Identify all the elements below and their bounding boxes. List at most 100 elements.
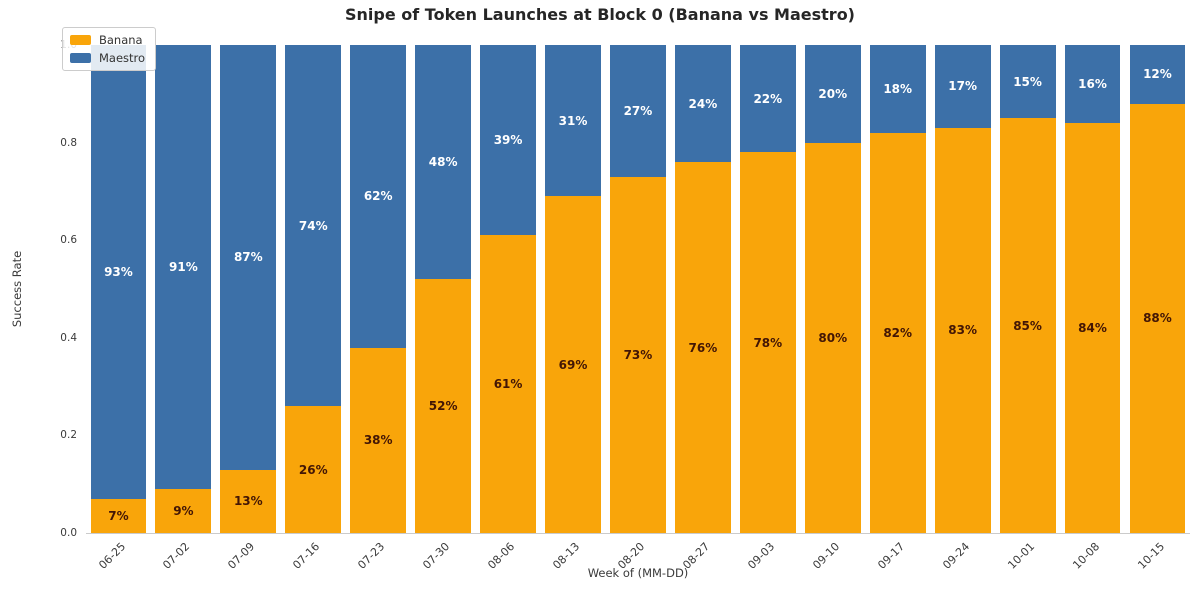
bar-slot: 31% 69% 08-13: [541, 45, 606, 572]
y-tick-label: 0.4: [60, 331, 77, 344]
bar-slot: 16% 84% 10-08: [1060, 45, 1125, 572]
bar-value-label: 82%: [883, 325, 913, 340]
stacked-bar: 31% 69%: [545, 45, 601, 533]
bar-value-label: 26%: [298, 462, 328, 477]
y-axis-label: Success Rate: [10, 250, 24, 328]
bar-value-label: 39%: [493, 133, 523, 148]
bar-value-label: 20%: [818, 86, 848, 101]
stacked-bar: 15% 85%: [999, 45, 1056, 533]
stacked-bar: 22% 78%: [739, 45, 796, 533]
bar-value-label: 12%: [1143, 67, 1172, 82]
stacked-bar: 12% 88%: [1129, 45, 1186, 533]
stacked-bar: 18% 82%: [869, 45, 926, 533]
bar-segment-banana: 82%: [869, 132, 926, 533]
stacked-bar: 93% 7%: [90, 45, 147, 533]
bar-value-label: 87%: [233, 250, 263, 265]
stacked-bar: 91% 9%: [155, 45, 212, 533]
stacked-bar: 24% 76%: [674, 45, 731, 533]
bar-value-label: 16%: [1078, 77, 1107, 92]
bar-segment-banana: 85%: [999, 118, 1056, 533]
bar-segment-banana: 78%: [739, 152, 796, 533]
bar-value-label: 74%: [298, 218, 328, 233]
bar-segment-maestro: 17%: [934, 45, 991, 128]
y-tick-label: 0.6: [60, 234, 77, 247]
stacked-bar: 17% 83%: [934, 45, 991, 533]
bar-segment-maestro: 93%: [90, 45, 147, 499]
x-axis-label: Week of (MM-DD): [587, 566, 689, 580]
bar-slot: 27% 73% 08-20: [606, 45, 671, 572]
bar-value-label: 7%: [108, 508, 129, 523]
bar-value-label: 9%: [173, 504, 194, 519]
stacked-bar: 74% 26%: [285, 45, 342, 533]
legend-label: Banana: [99, 33, 143, 47]
bar-value-label: 73%: [623, 347, 653, 362]
legend-label: Maestro: [99, 51, 146, 65]
bar-segment-maestro: 12%: [1129, 45, 1186, 104]
bar-slot: 22% 78% 09-03: [735, 45, 800, 572]
y-tick-label: 0.0: [60, 527, 77, 539]
stacked-bar: 16% 84%: [1064, 45, 1121, 533]
stacked-bar: 20% 80%: [804, 45, 861, 533]
bar-segment-maestro: 31%: [545, 45, 601, 197]
y-tick-label: 0.8: [60, 136, 77, 149]
bar-segment-banana: 69%: [545, 196, 601, 533]
bar-value-label: 91%: [169, 260, 198, 275]
bar-segment-maestro: 22%: [739, 45, 796, 153]
bar-value-label: 69%: [558, 357, 588, 372]
bars: 93% 7% 06-25 91% 9% 07-02 87% 13% 07-09 74% 26% 07-…: [86, 45, 1190, 572]
bar-slot: 74% 26% 07-16: [281, 45, 346, 572]
chart-title: Snipe of Token Launches at Block 0 (Bana…: [345, 5, 855, 24]
bar-value-label: 78%: [753, 335, 783, 350]
bar-value-label: 22%: [753, 91, 783, 106]
stacked-bar: 27% 73%: [610, 45, 666, 533]
bar-segment-maestro: 15%: [999, 45, 1056, 119]
bar-segment-maestro: 18%: [869, 45, 926, 133]
bar-value-label: 84%: [1078, 321, 1107, 336]
stacked-bar: 62% 38%: [350, 45, 407, 533]
bar-segment-banana: 7%: [90, 498, 147, 533]
bar-segment-banana: 84%: [1064, 123, 1121, 533]
bar-value-label: 24%: [688, 96, 718, 111]
bar-slot: 18% 82% 09-17: [865, 45, 930, 572]
bar-segment-banana: 61%: [480, 235, 536, 533]
legend-item-maestro: Maestro: [70, 51, 145, 65]
bar-segment-banana: 13%: [220, 469, 277, 533]
bar-value-label: 88%: [1143, 311, 1172, 326]
bar-value-label: 17%: [948, 79, 977, 94]
bar-segment-banana: 73%: [610, 176, 666, 533]
banana-swatch-icon: [70, 35, 91, 45]
bar-value-label: 83%: [948, 323, 977, 338]
bar-value-label: 15%: [1013, 74, 1042, 89]
bar-value-label: 38%: [363, 433, 393, 448]
bar-value-label: 80%: [818, 330, 848, 345]
bar-segment-maestro: 27%: [610, 45, 666, 177]
bar-segment-maestro: 74%: [285, 45, 342, 407]
bar-slot: 17% 83% 09-24: [930, 45, 995, 572]
legend: Banana Maestro: [62, 27, 157, 71]
bar-segment-maestro: 48%: [415, 45, 472, 280]
bar-segment-maestro: 24%: [674, 45, 731, 163]
bar-slot: 91% 9% 07-02: [151, 45, 216, 572]
bar-segment-maestro: 62%: [350, 45, 407, 348]
stacked-bar: 48% 52%: [415, 45, 472, 533]
stacked-bar: 87% 13%: [220, 45, 277, 533]
bar-value-label: 62%: [363, 189, 393, 204]
maestro-swatch-icon: [70, 53, 91, 63]
y-tick-label: 0.2: [60, 429, 77, 442]
bar-slot: 12% 88% 10-15: [1125, 45, 1190, 572]
bar-value-label: 13%: [233, 494, 263, 509]
bar-slot: 87% 13% 07-09: [216, 45, 281, 572]
bar-segment-maestro: 20%: [804, 45, 861, 143]
bar-slot: 48% 52% 07-30: [411, 45, 476, 572]
bar-slot: 20% 80% 09-10: [800, 45, 865, 572]
bar-value-label: 93%: [104, 264, 133, 279]
bar-segment-maestro: 39%: [480, 45, 536, 236]
bar-slot: 24% 76% 08-27: [670, 45, 735, 572]
bar-slot: 15% 85% 10-01: [995, 45, 1060, 572]
bar-value-label: 61%: [493, 377, 523, 392]
bar-value-label: 52%: [428, 399, 458, 414]
bar-value-label: 48%: [428, 155, 458, 170]
bar-segment-banana: 26%: [285, 406, 342, 533]
legend-item-banana: Banana: [70, 33, 145, 47]
